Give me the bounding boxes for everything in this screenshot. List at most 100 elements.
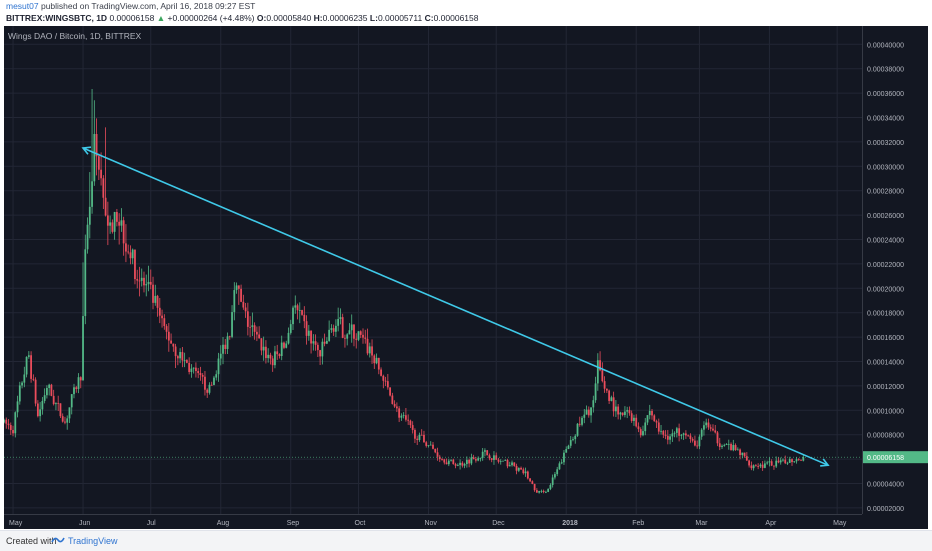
time-axis[interactable]: May Jun Jul Aug Sep Oct Nov Dec 2018 Feb Mar Apr May (4, 514, 862, 528)
candle-body (700, 429, 703, 437)
price-tick-label: 0.00026000 (867, 213, 904, 220)
candle-body (165, 326, 168, 332)
candle-body (727, 443, 730, 445)
candle-body (323, 341, 326, 344)
candle-body (276, 351, 279, 355)
price-tick-label: 0.00022000 (867, 262, 904, 269)
candle-body (648, 410, 651, 416)
candle-body (513, 462, 516, 466)
footer-bar: Created with TradingView (0, 530, 932, 551)
candle-body (25, 356, 28, 375)
candle-body (675, 428, 678, 433)
candle-body (260, 338, 263, 351)
candle-body (377, 357, 380, 370)
candle-body (138, 280, 141, 282)
candle-body (113, 211, 116, 232)
candle-body (292, 307, 294, 325)
candle-body (75, 387, 78, 389)
price-axis[interactable]: 0.000020000.000040000.000060000.00008000… (862, 26, 928, 529)
candle-body (16, 401, 19, 413)
tradingview-logo-icon[interactable] (51, 535, 65, 545)
candle-body (795, 459, 798, 462)
candle-body (662, 430, 665, 435)
candle-body (91, 181, 93, 207)
candle-body (325, 340, 328, 344)
candle-body (646, 415, 649, 423)
last-price-marker (863, 451, 928, 464)
candle-body (82, 316, 84, 381)
candle-body (156, 295, 159, 308)
candle-body (242, 301, 245, 308)
candle-body (750, 465, 753, 469)
time-tick-label: May (833, 520, 847, 527)
trendline-layer[interactable] (4, 146, 862, 467)
candle-body (109, 222, 112, 226)
candle-body (36, 403, 39, 417)
candle-body (432, 444, 434, 449)
candle-body (201, 375, 204, 377)
author-link[interactable]: mesut07 (6, 1, 39, 11)
candle-body (246, 311, 249, 327)
candle-body (7, 423, 10, 426)
candle-body (666, 435, 669, 440)
candle-body (219, 353, 222, 359)
high-label: H: (313, 13, 323, 23)
candle-body (21, 382, 23, 386)
candle-body (651, 410, 653, 416)
candle-body (499, 461, 502, 463)
candle-body (757, 465, 760, 467)
candle-body (129, 252, 132, 259)
candle-body (213, 377, 215, 385)
candle-body (797, 459, 800, 461)
high-value: 0.00006235 (322, 13, 368, 23)
candle-body (409, 420, 412, 426)
candle-body (86, 224, 89, 250)
candle-body (678, 428, 681, 436)
candle-body (30, 355, 32, 379)
price-change: +0.00000264 (+4.48%) (167, 13, 255, 23)
candle-body (97, 156, 100, 170)
trendline[interactable] (82, 147, 829, 466)
candle-body (669, 436, 671, 440)
candle-body (689, 435, 692, 439)
candle-body (84, 249, 87, 317)
candle-body (289, 324, 292, 333)
candle-body (240, 288, 242, 302)
candle-body (391, 395, 394, 404)
candle-body (639, 429, 642, 436)
candle-body (490, 458, 493, 460)
candle-body (48, 384, 51, 388)
candle-body (32, 378, 35, 380)
close-value: 0.00006158 (433, 13, 479, 23)
candle-body (204, 376, 206, 390)
open-label: O: (256, 13, 267, 23)
candle-body (477, 458, 480, 461)
candle-body (39, 409, 42, 417)
candle-body (287, 332, 290, 344)
candle-body (382, 375, 385, 381)
candle-body (581, 417, 583, 425)
created-with-label: Created with (6, 536, 57, 546)
candle-body (57, 403, 60, 404)
candle-body (427, 445, 430, 447)
chart-background (4, 26, 928, 529)
chart-title: Wings DAO / Bitcoin, 1D, BITTREX (8, 31, 142, 41)
candle-body (743, 452, 746, 457)
price-tick-label: 0.00020000 (867, 286, 904, 293)
candle-body (628, 410, 631, 414)
candle-body (393, 403, 396, 407)
candle-body (768, 461, 771, 463)
price-chart[interactable]: 0.000020000.000040000.000060000.00008000… (4, 26, 928, 529)
time-tick-label: Nov (424, 520, 437, 527)
candle-body (517, 467, 520, 471)
candle-body (759, 464, 762, 467)
candle-body (567, 445, 570, 450)
candle-body (644, 422, 647, 432)
candle-body (524, 471, 527, 474)
tradingview-link[interactable]: TradingView (68, 536, 118, 546)
candle-body (222, 344, 224, 354)
candle-body (497, 459, 500, 462)
candle-body (389, 387, 391, 396)
candle-body (556, 469, 559, 475)
candle-body (461, 462, 464, 466)
